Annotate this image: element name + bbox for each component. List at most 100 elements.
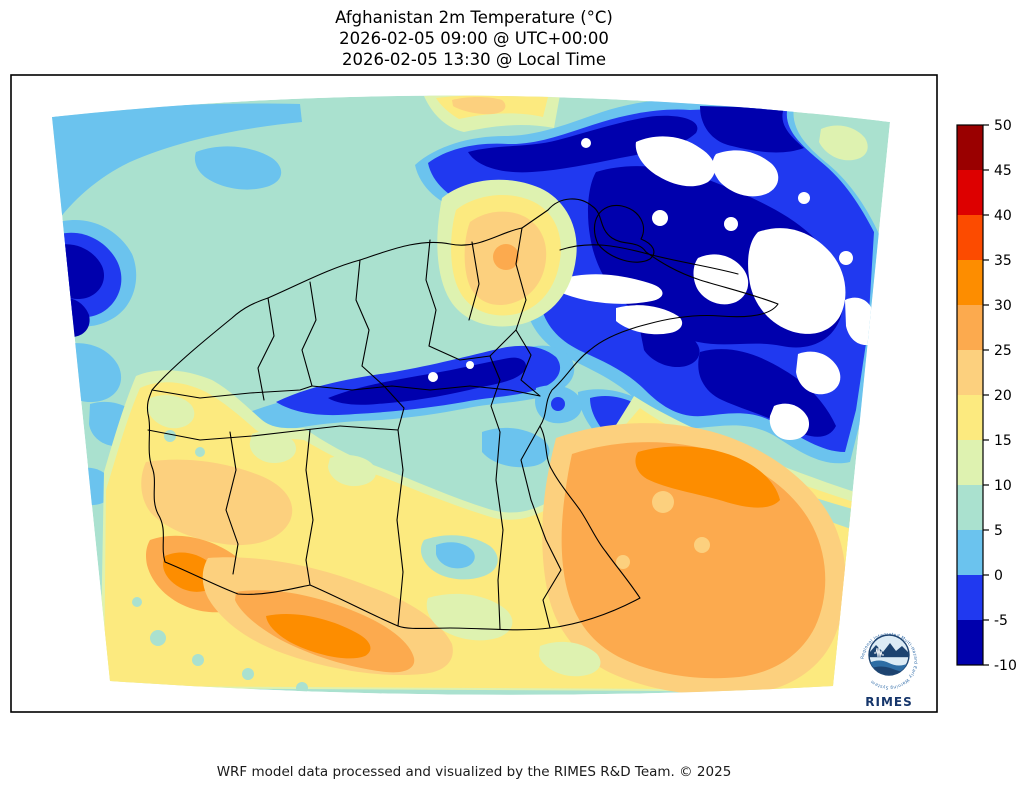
province-border bbox=[361, 365, 405, 431]
temp-region bbox=[652, 491, 674, 513]
colorbar-tick-label: -10 bbox=[994, 658, 1017, 674]
temp-region bbox=[328, 455, 376, 487]
province-border bbox=[515, 329, 541, 397]
colorbar-segment bbox=[957, 125, 983, 170]
temp-region bbox=[148, 395, 195, 429]
province-border bbox=[147, 425, 341, 441]
title-line-1: Afghanistan 2m Temperature (°C) bbox=[335, 8, 613, 27]
colorbar-tick-label: 30 bbox=[994, 298, 1012, 314]
temp-region bbox=[164, 430, 176, 442]
colorbar-segment bbox=[957, 170, 983, 215]
colorbar-segment bbox=[957, 305, 983, 350]
footer-credit: WRF model data processed and visualized … bbox=[216, 764, 732, 780]
province-border bbox=[301, 281, 317, 387]
colorbar-tick-label: 35 bbox=[994, 253, 1012, 269]
colorbar-segment bbox=[957, 530, 983, 575]
title-line-2: 2026-02-05 09:00 @ UTC+00:00 bbox=[339, 29, 609, 48]
temp-region bbox=[652, 210, 668, 226]
temp-region bbox=[482, 427, 550, 468]
temp-region bbox=[195, 447, 205, 457]
province-border bbox=[468, 241, 480, 321]
temp-region bbox=[328, 357, 527, 405]
province-border bbox=[151, 385, 313, 399]
temp-region bbox=[428, 372, 438, 382]
temp-region bbox=[52, 103, 302, 226]
rimes-logo: Regional Integrated Multi-Hazard Early W… bbox=[859, 625, 919, 709]
province-border bbox=[520, 425, 562, 629]
colorbar-tick-label: 5 bbox=[994, 523, 1003, 539]
province-border bbox=[396, 429, 404, 627]
temp-region bbox=[192, 654, 204, 666]
temp-region bbox=[266, 613, 371, 659]
temp-region bbox=[551, 397, 565, 411]
province-border bbox=[515, 227, 527, 331]
colorbar-segment bbox=[957, 215, 983, 260]
temp-region bbox=[493, 244, 519, 270]
colorbar-tick-label: 10 bbox=[994, 478, 1012, 494]
title-line-3: 2026-02-05 13:30 @ Local Time bbox=[341, 50, 607, 69]
temp-region bbox=[194, 146, 282, 190]
colorbar-tick-label: 45 bbox=[994, 163, 1012, 179]
temp-region bbox=[845, 297, 874, 346]
province-border bbox=[425, 239, 437, 347]
colorbar-tick-label: 0 bbox=[994, 568, 1003, 584]
logo-seismogram bbox=[874, 646, 884, 658]
international-border bbox=[593, 204, 655, 263]
temp-region bbox=[748, 228, 846, 334]
colorbar-segments bbox=[957, 125, 983, 665]
colorbar-segment bbox=[957, 575, 983, 620]
colorbar-segment bbox=[957, 440, 983, 485]
international-border bbox=[559, 244, 739, 275]
colorbar-tick-label: 40 bbox=[994, 208, 1012, 224]
temp-region bbox=[296, 682, 308, 694]
temp-region bbox=[150, 630, 166, 646]
colorbar-tick-label: 15 bbox=[994, 433, 1012, 449]
temp-region bbox=[539, 641, 601, 677]
temp-region bbox=[242, 668, 254, 680]
logo-label: RIMES bbox=[865, 695, 913, 709]
temp-region bbox=[452, 97, 506, 115]
province-border bbox=[257, 297, 275, 401]
temp-region bbox=[616, 555, 630, 569]
colorbar-segment bbox=[957, 260, 983, 305]
temp-region bbox=[724, 217, 738, 231]
temp-region bbox=[555, 274, 663, 304]
temp-region bbox=[436, 542, 475, 569]
province-border bbox=[305, 429, 314, 586]
colorbar-segment bbox=[957, 350, 983, 395]
temp-region bbox=[616, 305, 683, 335]
province-border bbox=[469, 385, 541, 397]
temp-region bbox=[694, 537, 710, 553]
province-boundaries bbox=[146, 198, 779, 631]
logo-mountains bbox=[869, 643, 909, 657]
province-border bbox=[489, 355, 501, 433]
logo-horizon-line bbox=[869, 656, 909, 658]
province-border bbox=[428, 329, 517, 361]
temp-region bbox=[796, 351, 841, 395]
temp-region bbox=[635, 136, 715, 187]
temp-region bbox=[819, 125, 868, 161]
temp-region bbox=[640, 326, 700, 368]
colorbar-tick-label: 25 bbox=[994, 343, 1012, 359]
province-border bbox=[355, 259, 370, 367]
colorbar-tick-label: 50 bbox=[994, 118, 1012, 134]
colorbar-tick-label: 20 bbox=[994, 388, 1012, 404]
country-border bbox=[146, 198, 779, 631]
temp-region bbox=[132, 597, 142, 607]
temp-region bbox=[769, 403, 810, 440]
temperature-field bbox=[52, 95, 890, 695]
temp-region bbox=[798, 192, 810, 204]
temp-region bbox=[249, 431, 296, 464]
colorbar-tick-label: -5 bbox=[994, 613, 1008, 629]
province-border bbox=[225, 431, 239, 575]
province-border bbox=[311, 385, 471, 391]
temp-region bbox=[712, 150, 779, 197]
temp-region bbox=[700, 106, 804, 153]
province-border bbox=[495, 431, 504, 630]
temp-region bbox=[839, 251, 853, 265]
province-border bbox=[339, 425, 399, 431]
colorbar-segment bbox=[957, 620, 983, 665]
